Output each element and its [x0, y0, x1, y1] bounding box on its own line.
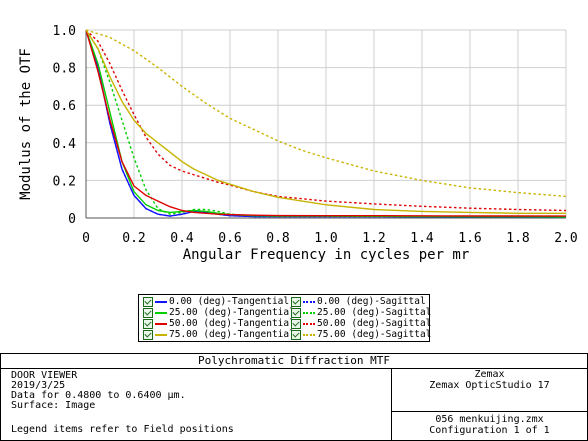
legend-item-7[interactable]: 75.00 (deg)-Sagittal — [291, 329, 431, 340]
legend-swatch — [155, 333, 167, 336]
x-tick-label: 0.8 — [266, 231, 289, 246]
series-line-1 — [85, 29, 567, 218]
legend-label: 25.00 (deg)-Tangential — [169, 307, 295, 318]
legend-item-1[interactable]: 0.00 (deg)-Sagittal — [291, 296, 426, 307]
legend-label: 0.00 (deg)-Tangential — [169, 296, 290, 307]
legend-swatch — [155, 311, 167, 314]
legend-label: 50.00 (deg)-Sagittal — [317, 318, 432, 329]
series-line-5 — [85, 29, 567, 212]
panel-title: Polychromatic Diffraction MTF — [1, 354, 587, 369]
x-tick-label: 1.4 — [410, 231, 434, 246]
legend-checkbox[interactable] — [143, 307, 153, 318]
y-tick-label: 1.0 — [53, 24, 76, 39]
legend-swatch — [303, 300, 315, 303]
configuration: Configuration 1 of 1 — [429, 425, 550, 436]
mtf-chart: 0 0.2 0.4 0.6 0.8 1.0 1.2 1.4 1.6 1.8 2.0 0 0.2 0.4 0.… — [18, 24, 578, 263]
info-company-box: Zemax Zemax OpticStudio 17 — [392, 369, 587, 412]
grid-lines — [85, 29, 567, 219]
x-tick-label: 1.8 — [506, 231, 529, 246]
y-tick-label: 0.4 — [53, 137, 77, 152]
axes — [85, 30, 566, 219]
legend-checkbox[interactable] — [143, 296, 153, 307]
x-tick-label: 1.6 — [458, 231, 481, 246]
legend-checkbox[interactable] — [291, 296, 301, 307]
legend-swatch — [155, 322, 167, 325]
info-line-1: DOOR VIEWER — [11, 370, 78, 381]
legend-item-2[interactable]: 25.00 (deg)-Tangential — [143, 307, 295, 318]
legend-checkbox[interactable] — [291, 329, 301, 340]
legend-item-3[interactable]: 25.00 (deg)-Sagittal — [291, 307, 431, 318]
info-line-3: Data for 0.4800 to 0.6400 µm. — [11, 390, 186, 401]
info-line-2: 2019/3/25 — [11, 380, 66, 391]
x-axis-label: Angular Frequency in cycles per mr — [183, 247, 470, 263]
legend-label: 50.00 (deg)-Tangential — [169, 318, 295, 329]
file-name: 056 menkuijing.zmx — [435, 414, 544, 425]
legend-checkbox[interactable] — [291, 307, 301, 318]
legend-swatch — [303, 322, 315, 325]
info-panel: Polychromatic Diffraction MTF DOOR VIEWE… — [0, 353, 588, 441]
legend: 0.00 (deg)-Tangential 0.00 (deg)-Sagittal… — [138, 294, 431, 342]
legend-checkbox[interactable] — [291, 318, 301, 329]
y-tick-label: 0 — [68, 212, 76, 227]
info-left: DOOR VIEWER 2019/3/25 Data for 0.4800 to… — [1, 369, 392, 440]
y-tick-label: 0.8 — [53, 62, 76, 77]
series-line-4 — [85, 29, 567, 217]
legend-swatch — [303, 311, 315, 314]
legend-checkbox[interactable] — [143, 329, 153, 340]
x-tick-label: 1.0 — [314, 231, 337, 246]
legend-label: 0.00 (deg)-Sagittal — [317, 296, 426, 307]
series-line-7 — [85, 29, 567, 198]
info-line-4: Surface: Image — [11, 400, 96, 411]
x-tick-label: 0 — [82, 231, 90, 246]
legend-item-6[interactable]: 75.00 (deg)-Tangential — [143, 329, 295, 340]
series-line-6 — [85, 29, 566, 214]
legend-item-4[interactable]: 50.00 (deg)-Tangential — [143, 318, 295, 329]
legend-label: 75.00 (deg)-Sagittal — [317, 329, 432, 340]
x-tick-label: 0.2 — [122, 231, 145, 246]
y-axis-label: Modulus of the OTF — [18, 48, 34, 200]
series-lines — [85, 29, 567, 218]
series-line-3 — [85, 29, 567, 218]
product-name: Zemax OpticStudio 17 — [429, 380, 550, 391]
legend-label: 25.00 (deg)-Sagittal — [317, 307, 432, 318]
tick-labels: 0 0.2 0.4 0.6 0.8 1.0 1.2 1.4 1.6 1.8 2.0 0 0.2 0.4 0.… — [53, 24, 578, 246]
legend-checkbox[interactable] — [143, 318, 153, 329]
x-tick-label: 0.4 — [170, 231, 194, 246]
legend-note: Legend items refer to Field positions — [11, 424, 234, 435]
y-tick-label: 0.2 — [53, 174, 76, 189]
legend-item-0[interactable]: 0.00 (deg)-Tangential — [143, 296, 289, 307]
legend-label: 75.00 (deg)-Tangential — [169, 329, 295, 340]
legend-swatch — [155, 300, 167, 303]
x-tick-label: 0.6 — [218, 231, 241, 246]
legend-item-5[interactable]: 50.00 (deg)-Sagittal — [291, 318, 431, 329]
x-tick-label: 1.2 — [362, 231, 385, 246]
y-tick-label: 0.6 — [53, 99, 76, 114]
x-tick-label: 2.0 — [554, 231, 577, 246]
company-name: Zemax — [474, 369, 505, 380]
info-file-box: 056 menkuijing.zmx Configuration 1 of 1 — [392, 412, 587, 440]
legend-swatch — [303, 333, 315, 336]
